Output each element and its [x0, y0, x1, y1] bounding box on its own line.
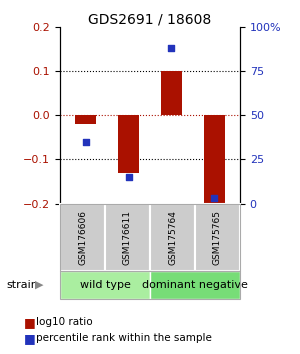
- Bar: [75, 115, 96, 124]
- Point: [126, 174, 131, 180]
- Text: GSM175765: GSM175765: [213, 210, 222, 265]
- Text: GSM175764: GSM175764: [168, 210, 177, 265]
- Text: log10 ratio: log10 ratio: [36, 317, 93, 327]
- Text: ■: ■: [24, 316, 36, 329]
- Bar: [118, 115, 139, 173]
- Text: percentile rank within the sample: percentile rank within the sample: [36, 333, 212, 343]
- Point: [212, 195, 217, 201]
- Text: GSM176606: GSM176606: [78, 210, 87, 265]
- Text: ▶: ▶: [34, 280, 43, 290]
- Point: [169, 45, 174, 51]
- Text: GDS2691 / 18608: GDS2691 / 18608: [88, 12, 212, 27]
- Text: GSM176611: GSM176611: [123, 210, 132, 265]
- Text: ■: ■: [24, 332, 36, 344]
- Bar: [204, 115, 225, 204]
- Point: [83, 139, 88, 144]
- Text: dominant negative: dominant negative: [142, 280, 248, 290]
- Bar: [161, 71, 182, 115]
- Text: wild type: wild type: [80, 280, 130, 290]
- Text: strain: strain: [6, 280, 38, 290]
